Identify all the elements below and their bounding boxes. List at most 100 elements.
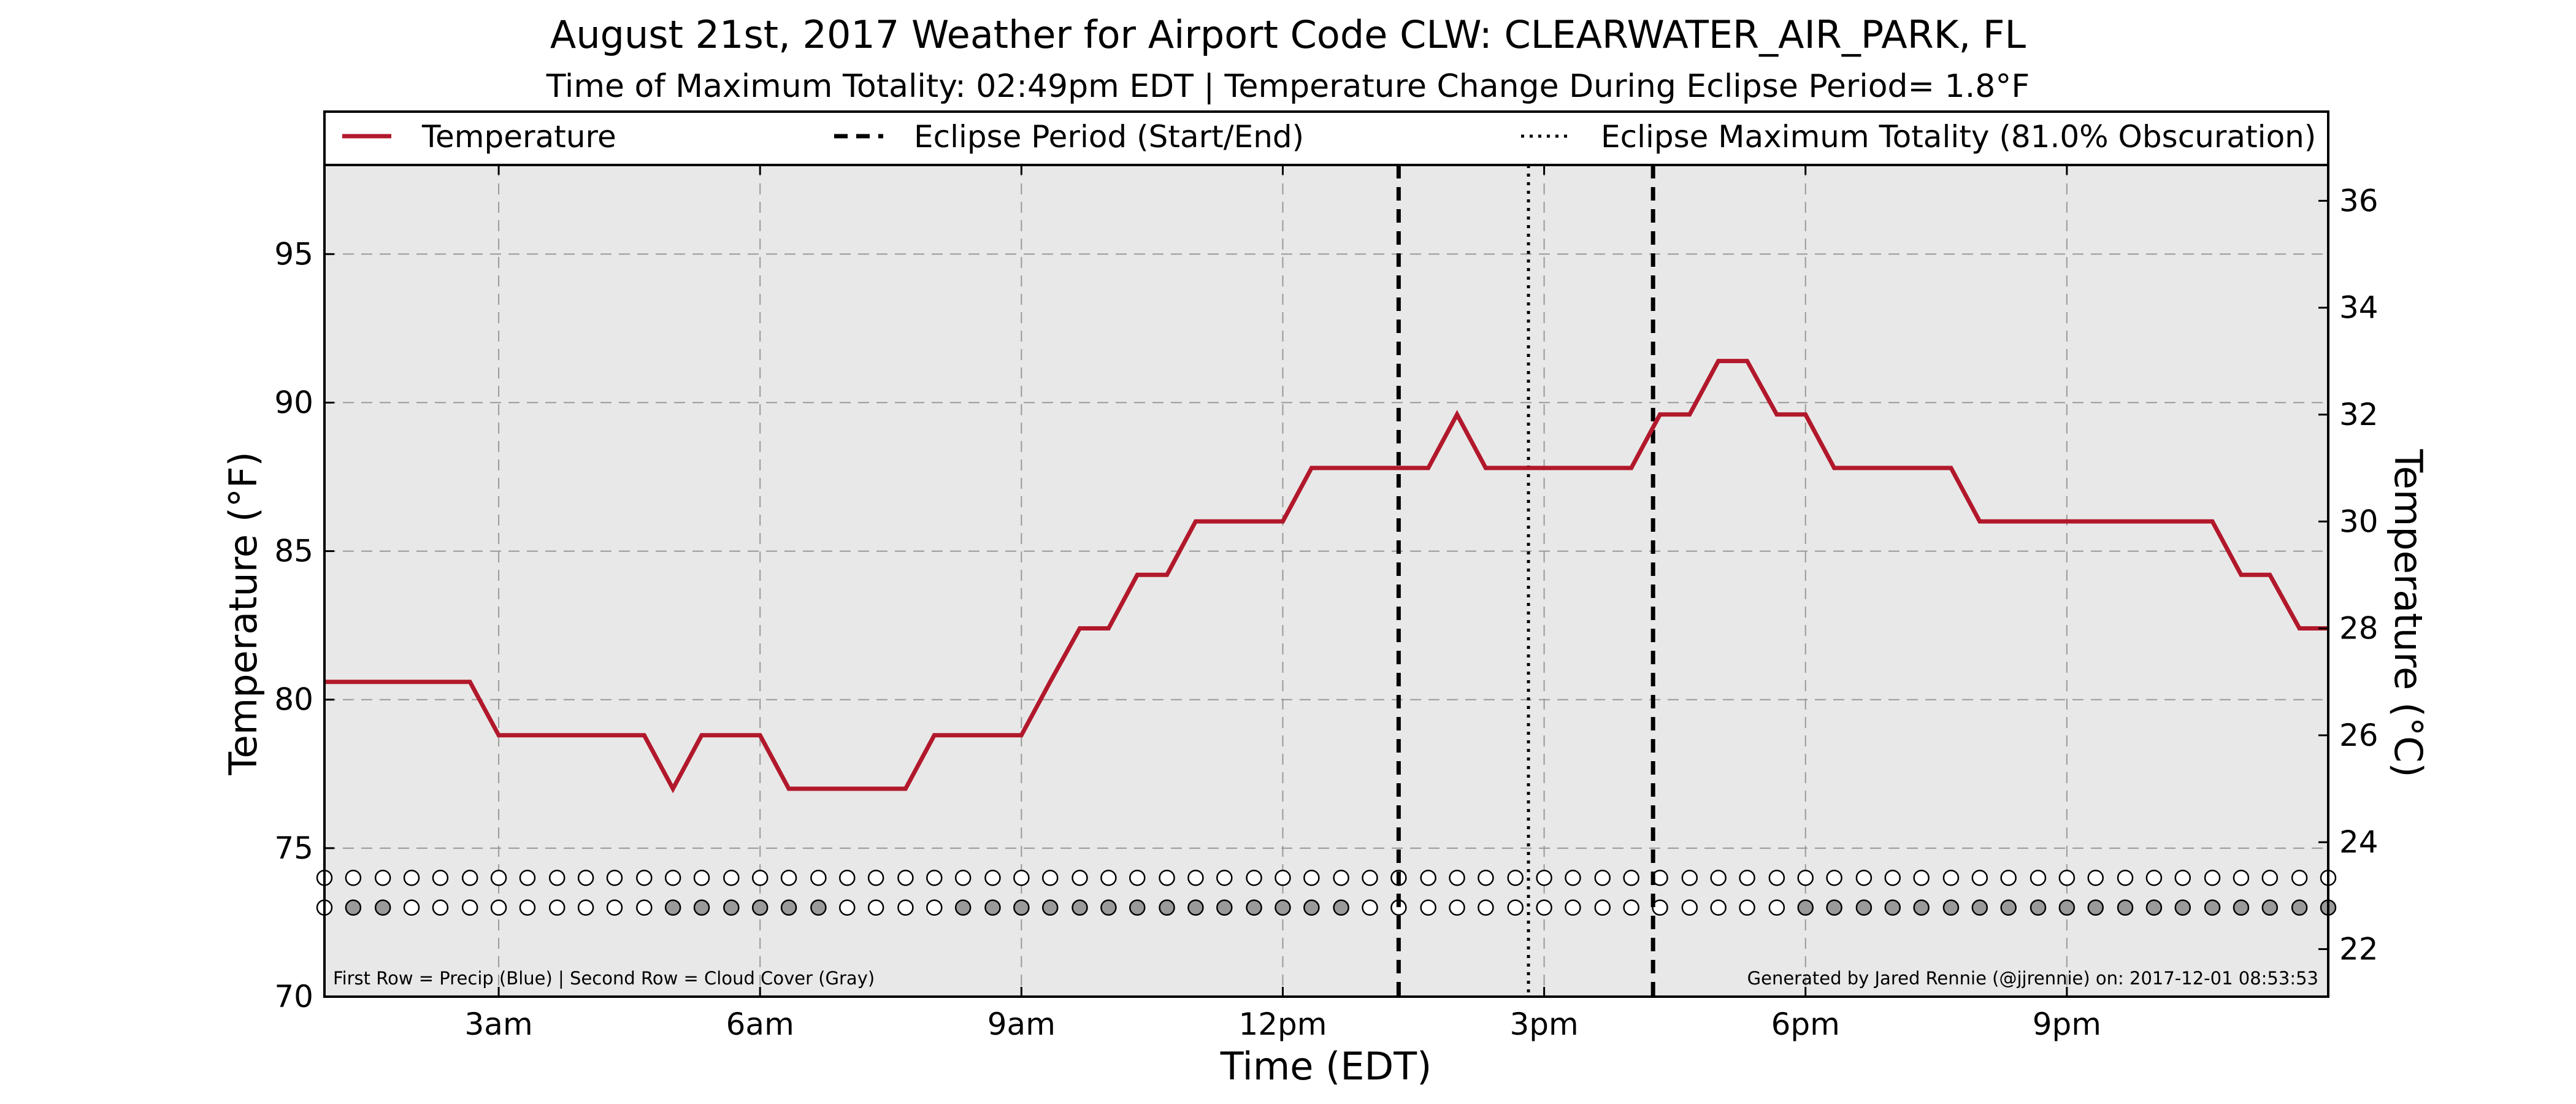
cloud-cover-dot: [1652, 899, 1668, 916]
precip-dot: [403, 870, 420, 886]
precip-dot: [2204, 870, 2221, 886]
cloud-cover-dot: [549, 899, 565, 916]
precip-dot: [1449, 870, 1465, 886]
precip-dot: [1275, 870, 1291, 886]
cloud-cover-dot: [2000, 899, 2017, 916]
y-tick-label-left: 80: [274, 682, 313, 718]
cloud-cover-dot: [1071, 899, 1088, 916]
precip-dot: [1768, 870, 1785, 886]
cloud-cover-dot: [1826, 899, 1842, 916]
precip-dot: [1594, 870, 1611, 886]
cloud-cover-dot: [1565, 899, 1581, 916]
cloud-cover-dot: [1768, 899, 1785, 916]
precip-dot: [867, 870, 884, 886]
cloud-cover-dot: [432, 899, 449, 916]
precip-dot: [2058, 870, 2076, 886]
cloud-cover-dot: [1449, 899, 1465, 916]
cloud-cover-dot: [1420, 899, 1436, 916]
precip-dot: [549, 870, 565, 886]
cloud-cover-dot: [519, 899, 536, 916]
cloud-cover-dot: [345, 899, 362, 916]
cloud-cover-dot: [2261, 899, 2279, 916]
cloud-cover-dot: [1246, 899, 1262, 916]
cloud-cover-dot: [1942, 899, 1960, 916]
cloud-cover-dot: [2174, 899, 2191, 916]
cloud-cover-dot: [1507, 899, 1524, 916]
precip-dot: [1536, 870, 1552, 886]
cloud-cover-dot: [1362, 899, 1378, 916]
cloud-cover-dot: [2087, 899, 2104, 916]
cloud-cover-dot: [839, 899, 856, 916]
precip-dot: [345, 870, 362, 886]
precip-dot: [461, 870, 478, 886]
precip-dot: [1071, 870, 1088, 886]
x-tick-label: 12pm: [1238, 1006, 1327, 1042]
y-tick-label-right: 36: [2339, 183, 2379, 218]
precip-dot: [1942, 870, 1960, 886]
precip-dot: [1681, 870, 1698, 886]
x-tick-label: 6am: [726, 1006, 794, 1042]
cloud-cover-dot: [1623, 899, 1639, 916]
precip-dot: [664, 870, 681, 886]
precip-dot: [1303, 870, 1320, 886]
cloud-cover-dot: [2117, 899, 2134, 916]
precip-dot: [2291, 870, 2308, 886]
cloud-cover-dot: [1100, 899, 1117, 916]
precip-dot: [751, 870, 769, 886]
cloud-cover-dot: [2145, 899, 2163, 916]
cloud-cover-dot: [1739, 899, 1755, 916]
precip-dot: [1507, 870, 1524, 886]
precip-dot: [780, 870, 797, 886]
precip-dot: [519, 870, 536, 886]
cloud-cover-dot: [1594, 899, 1611, 916]
precip-dot: [897, 870, 914, 886]
y-tick-label-left: 90: [274, 385, 313, 420]
precip-dot: [2117, 870, 2134, 886]
y-tick-label-right: 22: [2339, 931, 2379, 967]
cloud-cover-dot: [780, 899, 797, 916]
cloud-cover-dot: [2291, 899, 2308, 916]
grid-lines: [324, 165, 2328, 997]
cloud-cover-dot: [1681, 899, 1698, 916]
precip-dot: [2233, 870, 2250, 886]
cloud-cover-dot: [577, 899, 594, 916]
cloud-cover-dot: [1884, 899, 1901, 916]
cloud-cover-dot: [954, 899, 972, 916]
cloud-cover-dot: [2233, 899, 2250, 916]
precip-dot: [1187, 870, 1204, 886]
legend-eclipse-period-label: Eclipse Period (Start/End): [914, 119, 1304, 155]
precip-dot: [2087, 870, 2104, 886]
cloud-cover-dot: [1275, 899, 1291, 916]
precip-dot: [1710, 870, 1727, 886]
cloud-cover-dot: [2204, 899, 2221, 916]
cloud-cover-dot: [926, 899, 943, 916]
y-tick-label-left: 85: [274, 534, 313, 569]
cloud-cover-dot: [2030, 899, 2047, 916]
precip-dot: [984, 870, 1001, 886]
x-tick-label: 6pm: [1771, 1006, 1840, 1042]
rows-note: First Row = Precip (Blue) | Second Row =…: [333, 968, 875, 989]
cloud-cover-dot: [1013, 899, 1030, 916]
precip-dot: [1216, 870, 1233, 886]
y-tick-label-right: 28: [2339, 611, 2379, 646]
precip-dot: [1797, 870, 1814, 886]
cloud-cover-dot: [1333, 899, 1349, 916]
precip-dot: [2145, 870, 2163, 886]
cloud-cover-dot: [636, 899, 653, 916]
cloud-cover-dot: [1187, 899, 1204, 916]
y-tick-label-right: 24: [2339, 824, 2379, 860]
cloud-cover-dot: [1041, 899, 1059, 916]
cloud-cover-dot: [1129, 899, 1146, 916]
precip-dot: [1420, 870, 1436, 886]
precip-dot: [723, 870, 740, 886]
y-axis-label-right: Temperature (°C): [2386, 448, 2431, 777]
x-tick-label: 9am: [987, 1006, 1056, 1042]
cloud-cover-dot: [2058, 899, 2076, 916]
precip-dot: [2261, 870, 2279, 886]
precip-dot: [2030, 870, 2047, 886]
precip-dot: [1246, 870, 1262, 886]
y-tick-label-left: 70: [274, 979, 313, 1014]
x-tick-label: 3am: [465, 1006, 533, 1042]
precip-dot: [1041, 870, 1059, 886]
